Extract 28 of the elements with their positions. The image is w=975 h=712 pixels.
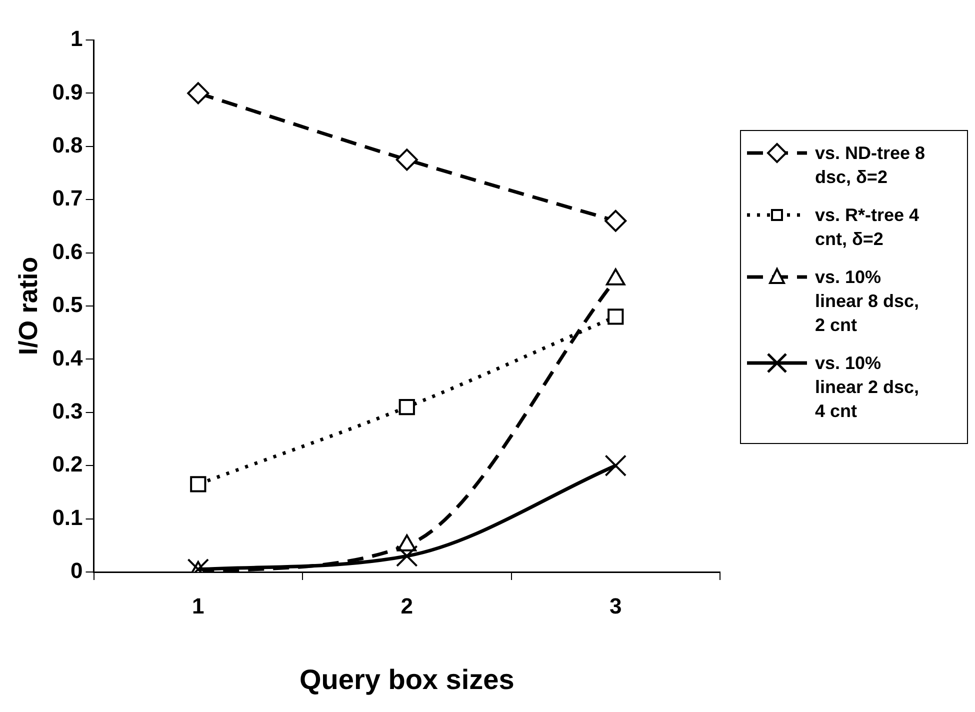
x-axis-title: Query box sizes: [300, 664, 514, 695]
legend-label: vs. ND-tree 8 dsc, δ=2: [815, 142, 926, 189]
x-tick-label: 3: [610, 593, 622, 618]
point: [608, 308, 624, 325]
y-tick-label: 0.1: [52, 504, 83, 530]
y-tick-label: 0.6: [52, 238, 83, 264]
legend-label: vs. 10% linear 8 dsc, 2 cnt: [815, 266, 920, 337]
point: [190, 476, 206, 492]
y-tick-label: 0.7: [52, 186, 83, 211]
y-tick-label: 0.5: [52, 292, 83, 318]
point: [396, 148, 418, 171]
x-tick-label: 1: [192, 593, 204, 618]
point: [604, 454, 627, 476]
point: [398, 399, 415, 416]
y-tick-label: 0.9: [52, 79, 83, 104]
y-tick-label: 0.3: [52, 398, 83, 424]
point: [187, 82, 210, 104]
y-tick-label: 0.8: [52, 132, 83, 158]
y-tick-label: 0.4: [52, 345, 84, 370]
y-tick-label: 0.2: [52, 452, 83, 477]
y-tick-label: 1: [70, 26, 83, 52]
legend-label: vs. R*-tree 4 cnt, δ=2: [815, 204, 920, 251]
point: [396, 545, 418, 567]
y-tick-label: 0: [70, 558, 83, 584]
legend-label: vs. 10% linear 2 dsc, 4 cnt: [815, 352, 920, 423]
y-axis-title: I/O ratio: [12, 256, 43, 356]
point: [604, 210, 627, 232]
x-tick-label: 2: [400, 593, 414, 618]
